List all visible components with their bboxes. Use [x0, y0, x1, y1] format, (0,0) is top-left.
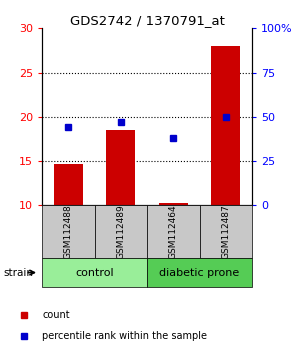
Bar: [211, 46, 240, 205]
Text: GSM112489: GSM112489: [116, 205, 125, 259]
Text: control: control: [75, 268, 114, 278]
Text: percentile rank within the sample: percentile rank within the sample: [42, 331, 207, 341]
Bar: [106, 130, 135, 205]
Text: GSM112487: GSM112487: [221, 205, 230, 259]
Bar: [42, 205, 94, 258]
Text: GSM112464: GSM112464: [169, 205, 178, 259]
Bar: [200, 205, 252, 258]
Bar: [147, 258, 252, 287]
Bar: [54, 164, 83, 205]
Title: GDS2742 / 1370791_at: GDS2742 / 1370791_at: [70, 14, 224, 27]
Text: count: count: [42, 310, 70, 320]
Text: GSM112488: GSM112488: [64, 205, 73, 259]
Bar: [42, 258, 147, 287]
Bar: [94, 205, 147, 258]
Bar: [147, 205, 200, 258]
Text: diabetic prone: diabetic prone: [159, 268, 240, 278]
Bar: [159, 202, 188, 205]
Text: strain: strain: [3, 268, 33, 278]
